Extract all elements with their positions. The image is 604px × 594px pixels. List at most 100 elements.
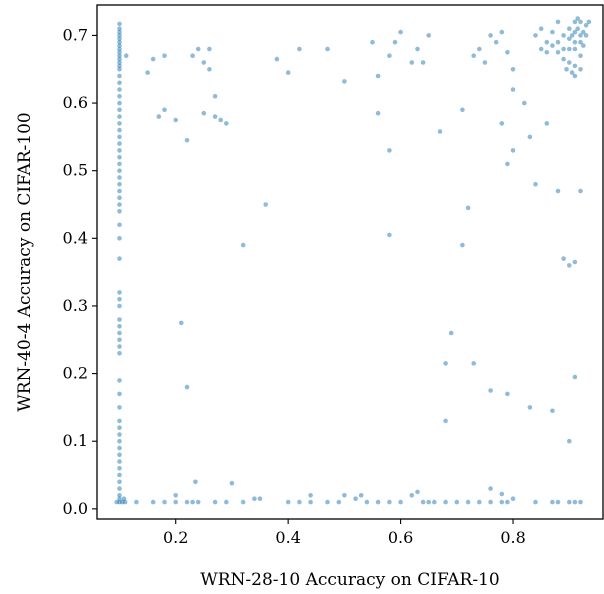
data-point (561, 56, 566, 62)
data-point (555, 50, 561, 55)
data-point (572, 63, 578, 69)
data-point (156, 114, 162, 119)
data-point (499, 29, 505, 35)
data-point (285, 70, 291, 75)
y-tick-label: 0.1 (63, 431, 88, 450)
data-point (117, 127, 122, 133)
y-tick-label: 0.3 (63, 296, 88, 315)
data-point (465, 499, 471, 505)
data-point (117, 188, 122, 194)
data-point (117, 87, 122, 92)
data-point (578, 188, 583, 194)
data-point (117, 53, 122, 58)
data-point (117, 134, 122, 140)
data-point (162, 499, 167, 505)
data-point (544, 121, 550, 126)
data-point (117, 39, 122, 45)
data-point (117, 36, 122, 42)
data-point (162, 53, 167, 58)
data-point (569, 70, 575, 75)
data-point (550, 43, 555, 48)
data-point (420, 499, 426, 505)
data-point (184, 499, 190, 505)
data-point (325, 499, 330, 505)
data-point (555, 188, 561, 194)
data-point (117, 344, 122, 349)
data-point (117, 168, 122, 173)
data-point (448, 330, 454, 336)
data-point (173, 499, 178, 505)
data-point (117, 256, 122, 261)
data-point (117, 466, 122, 471)
data-point (561, 46, 566, 52)
data-point (499, 499, 505, 505)
data-point (454, 499, 460, 505)
data-point (561, 256, 566, 261)
data-point (387, 53, 392, 58)
data-point (499, 121, 505, 126)
data-point (510, 148, 516, 153)
data-point (117, 472, 122, 478)
data-point (240, 499, 246, 505)
data-point (420, 60, 426, 65)
data-point (212, 94, 218, 99)
data-point (375, 110, 381, 116)
data-point (117, 303, 122, 309)
data-point (482, 60, 488, 65)
data-point (117, 452, 122, 458)
data-point (443, 361, 448, 366)
data-point (578, 39, 583, 45)
data-point (538, 46, 544, 52)
y-tick-label: 0.2 (63, 364, 88, 383)
data-point (572, 73, 578, 79)
data-point (567, 26, 572, 32)
data-point (184, 384, 190, 390)
data-point (398, 29, 403, 35)
data-point (117, 459, 122, 464)
data-point (224, 499, 229, 505)
data-point (510, 87, 516, 92)
data-point (375, 499, 381, 505)
data-point (117, 236, 122, 241)
data-point (117, 67, 122, 72)
data-point (505, 50, 510, 55)
data-point (550, 499, 555, 505)
data-point (370, 39, 375, 45)
data-point (533, 499, 538, 505)
data-point (184, 138, 190, 143)
data-point (353, 496, 358, 502)
x-tick-label: 0.4 (275, 528, 300, 547)
y-tick-label: 0.6 (63, 93, 88, 112)
data-point (586, 19, 592, 25)
data-point (274, 56, 280, 62)
data-point (117, 80, 122, 86)
data-point (550, 29, 555, 35)
data-point (117, 63, 122, 69)
data-point (387, 148, 392, 153)
data-point (117, 222, 122, 228)
data-point (572, 46, 578, 52)
data-point (212, 114, 218, 119)
data-point (392, 39, 398, 45)
data-point (572, 374, 578, 380)
data-point (493, 39, 499, 45)
data-point (488, 33, 493, 38)
data-point (342, 79, 347, 84)
data-point (572, 499, 578, 505)
data-point (173, 493, 178, 498)
data-point (561, 33, 566, 38)
data-point (117, 181, 122, 187)
data-point (117, 56, 122, 62)
data-point (117, 486, 122, 491)
data-point (179, 320, 184, 326)
data-point (578, 19, 583, 25)
data-point (207, 67, 212, 72)
data-point (572, 19, 578, 25)
data-point (488, 388, 493, 393)
data-point (117, 29, 122, 35)
data-point (162, 107, 167, 113)
data-point (150, 499, 156, 505)
data-point (117, 209, 122, 214)
data-point (527, 134, 533, 140)
data-point (527, 405, 533, 410)
